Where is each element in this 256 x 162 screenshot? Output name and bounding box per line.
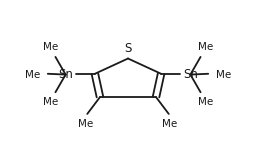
Text: Sn: Sn — [183, 68, 198, 81]
Text: Sn: Sn — [58, 68, 73, 81]
Text: Me: Me — [198, 42, 213, 52]
Text: Me: Me — [198, 97, 213, 107]
Text: S: S — [124, 42, 132, 55]
Text: Me: Me — [162, 119, 178, 129]
Text: Me: Me — [43, 42, 58, 52]
Text: Me: Me — [43, 97, 58, 107]
Text: Me: Me — [25, 69, 40, 80]
Text: Me: Me — [78, 119, 94, 129]
Text: Me: Me — [216, 69, 231, 80]
